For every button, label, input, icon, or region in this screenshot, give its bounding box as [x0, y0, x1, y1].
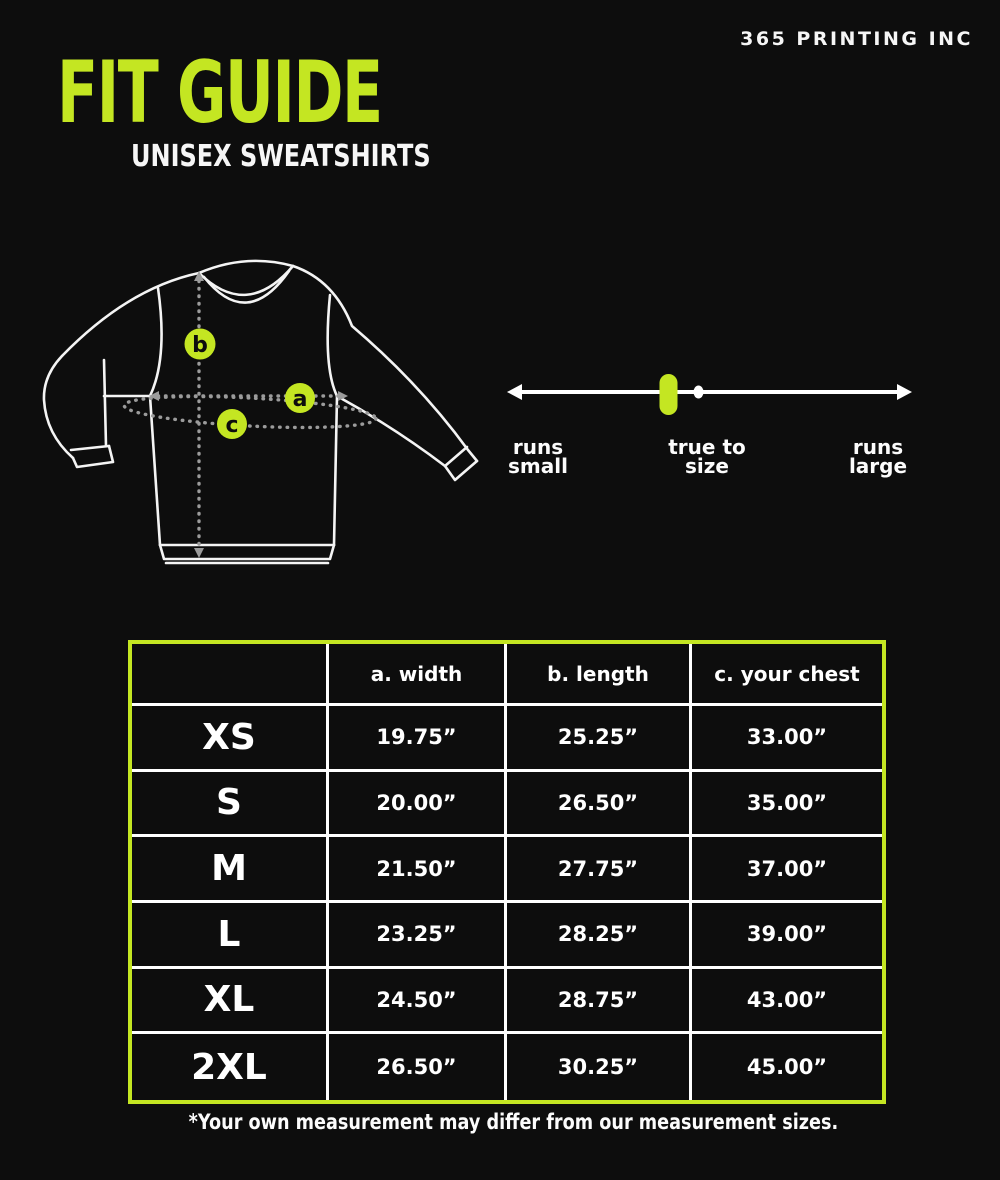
size-label: XS — [132, 706, 329, 772]
chest-value: 37.00” — [692, 837, 882, 903]
sweatshirt-diagram: b a c — [42, 259, 479, 565]
width-value: 24.50” — [329, 968, 507, 1035]
length-value: 25.25” — [507, 706, 692, 772]
header-cell-width: a. width — [329, 644, 507, 706]
length-value: 28.75” — [507, 968, 692, 1035]
marker-c-label: c — [225, 413, 238, 438]
length-value: 28.25” — [507, 902, 692, 969]
fit-scale — [507, 374, 912, 415]
marker-a-label: a — [293, 387, 308, 412]
size-label: XL — [132, 968, 329, 1035]
width-value: 23.25” — [329, 902, 507, 969]
table-header-row: a. width b. length c. your chest — [132, 644, 882, 706]
measurement-disclaimer: *Your own measurement may differ from ou… — [188, 1110, 839, 1134]
width-value: 19.75” — [329, 706, 507, 772]
scale-label-true-to-size: true to size — [668, 435, 746, 478]
size-label: S — [132, 771, 329, 838]
chest-value: 39.00” — [692, 903, 882, 969]
brand-name: 365 PRINTING INC — [740, 28, 973, 50]
length-value: 30.25” — [507, 1034, 692, 1100]
length-value: 26.50” — [507, 771, 692, 838]
header-cell-length: b. length — [507, 644, 692, 706]
guide-arrowheads — [149, 271, 348, 558]
width-value: 21.50” — [329, 837, 507, 903]
fit-scale-axis — [507, 374, 912, 415]
length-value: 27.75” — [507, 837, 692, 903]
table-row: XS 19.75” 25.25” 33.00” — [132, 706, 882, 772]
chest-value: 35.00” — [692, 772, 882, 838]
left-arrow-icon — [507, 384, 522, 400]
fit-marker-pill — [659, 374, 678, 415]
table-row: M 21.50” 27.75” 37.00” — [132, 837, 882, 903]
marker-a-badge — [285, 383, 315, 413]
size-label: M — [132, 837, 329, 903]
table-row: XL 24.50” 28.75” 43.00” — [132, 968, 882, 1035]
size-label: L — [132, 902, 329, 969]
width-value: 26.50” — [329, 1034, 507, 1100]
marker-b-badge — [184, 328, 216, 360]
marker-b-label: b — [192, 333, 208, 358]
table-row: S 20.00” 26.50” 35.00” — [132, 771, 882, 838]
chest-value: 33.00” — [692, 706, 882, 772]
sweatshirt-outline-icon — [42, 259, 479, 565]
center-dot-icon — [693, 385, 704, 399]
chest-dotted-ellipse — [122, 394, 378, 430]
table-row: L 23.25” 28.25” 39.00” — [132, 902, 882, 969]
chest-value: 45.00” — [746, 1055, 828, 1080]
scale-label-runs-small: runs small — [508, 435, 568, 478]
right-arrow-icon — [897, 384, 912, 400]
width-value: 20.00” — [329, 771, 507, 838]
marker-c-badge — [217, 409, 247, 439]
size-label: 2XL — [132, 1034, 329, 1100]
size-table: a. width b. length c. your chest XS 19.7… — [128, 640, 886, 1104]
page-subtitle: UNISEX SWEATSHIRTS — [131, 139, 431, 174]
page-title: FIT GUIDE — [57, 43, 383, 143]
scale-label-runs-large: runs large — [848, 435, 908, 478]
header-cell-blank — [132, 644, 329, 706]
chest-value: 43.00” — [692, 969, 882, 1035]
table-row: 2XL 26.50” 30.25” 45.00” — [132, 1034, 882, 1100]
marker-badges: b a c — [184, 328, 315, 439]
header-cell-chest: c. your chest — [692, 644, 882, 706]
